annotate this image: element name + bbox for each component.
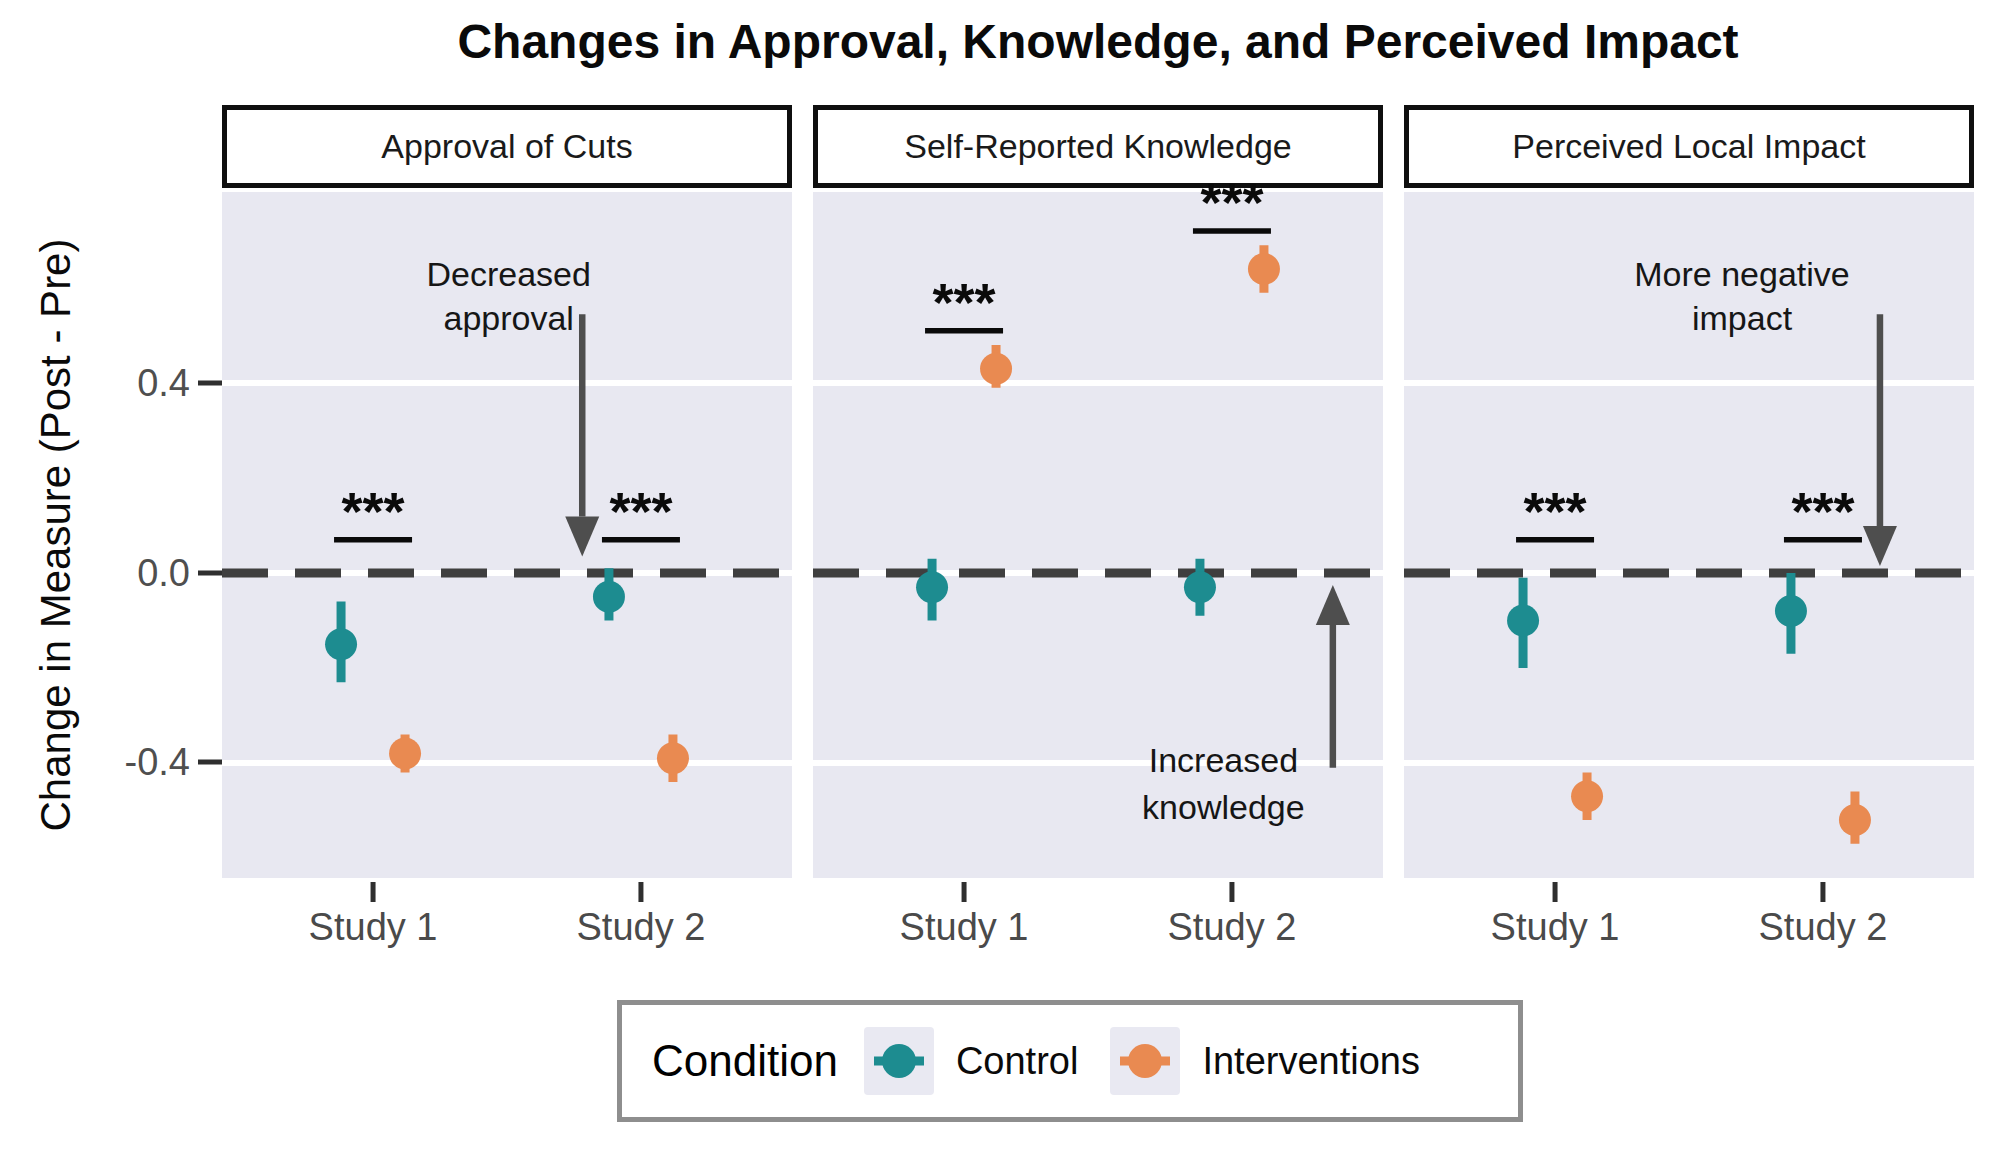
x-tick-label-study-1: Study 1: [900, 906, 1029, 948]
y-tick-label-0.4: 0.4: [78, 362, 190, 405]
significance-stars: ***: [1791, 481, 1854, 541]
point-control-study-2: [593, 581, 625, 613]
panel-header-self-reported-knowledge: Self-Reported Knowledge: [813, 105, 1383, 188]
control-pointrange-key-icon: [864, 1027, 934, 1095]
annotation-text: approval: [443, 299, 573, 337]
y-tick-label-0.0: 0.0: [78, 552, 190, 595]
x-tick-label-study-2: Study 2: [577, 906, 706, 948]
significance-stars: ***: [609, 481, 672, 541]
panel-header-perceived-local-impact: Perceived Local Impact: [1404, 105, 1974, 188]
point-control-study-1: [916, 571, 948, 603]
significance-stars: ***: [1200, 172, 1263, 232]
point-control-study-2: [1775, 595, 1807, 627]
x-tick-label-study-1: Study 1: [309, 906, 438, 948]
significance-stars: ***: [1524, 481, 1587, 541]
point-interventions-study-1: [1571, 780, 1603, 812]
figure: Changes in Approval, Knowledge, and Perc…: [0, 0, 2000, 1160]
point-interventions-study-2: [1248, 253, 1280, 285]
point-interventions-study-2: [1839, 804, 1871, 836]
panel-plot-svg: Decreasedapproval******Study 1Study 2: [222, 192, 792, 878]
panel-plot-svg: Increasedknowledge******Study 1Study 2: [813, 192, 1383, 878]
significance-stars: ***: [933, 272, 996, 332]
legend-entry-control: Control: [864, 1027, 1079, 1095]
legend-title: Condition: [652, 1036, 838, 1086]
interventions-pointrange-key-icon: [1110, 1027, 1180, 1095]
legend-label-interventions: Interventions: [1202, 1040, 1420, 1083]
annotation-arrow-head: [1863, 526, 1897, 566]
point-interventions-study-1: [980, 353, 1012, 385]
panel-header-approval-of-cuts: Approval of Cuts: [222, 105, 792, 188]
panel-title: Perceived Local Impact: [1512, 127, 1865, 166]
panel-title: Approval of Cuts: [381, 127, 632, 166]
annotation-arrow-head: [1316, 585, 1350, 625]
legend-label-control: Control: [956, 1040, 1079, 1083]
significance-stars: ***: [342, 481, 405, 541]
panel-approval-of-cuts: Decreasedapproval******Study 1Study 2: [222, 192, 792, 878]
point-interventions-study-2: [657, 742, 689, 774]
control-key-dot: [882, 1044, 916, 1078]
y-tick-label--0.4: -0.4: [78, 741, 190, 784]
annotation-text: knowledge: [1142, 788, 1305, 826]
interventions-key-dot: [1128, 1044, 1162, 1078]
point-control-study-1: [325, 628, 357, 660]
panel-perceived-local-impact: More negativeimpact******Study 1Study 2: [1404, 192, 1974, 878]
y-tick-mark: [198, 571, 222, 576]
x-tick-label-study-2: Study 2: [1759, 906, 1888, 948]
annotation-text: More negative: [1634, 255, 1849, 293]
annotation-text: Increased: [1149, 741, 1298, 779]
point-interventions-study-1: [389, 738, 421, 770]
annotation-text: Decreased: [426, 255, 590, 293]
annotation-arrow-head: [565, 516, 599, 556]
chart-title: Changes in Approval, Knowledge, and Perc…: [222, 14, 1974, 69]
point-control-study-1: [1507, 605, 1539, 637]
panel-plot-svg: More negativeimpact******Study 1Study 2: [1404, 192, 1974, 878]
panel-title: Self-Reported Knowledge: [904, 127, 1291, 166]
panel-self-reported-knowledge: Increasedknowledge******Study 1Study 2: [813, 192, 1383, 878]
legend: Condition Control Interventions: [617, 1000, 1523, 1122]
x-tick-label-study-1: Study 1: [1491, 906, 1620, 948]
y-tick-mark: [198, 381, 222, 386]
y-axis-label: Change in Measure (Post - Pre): [32, 239, 80, 832]
point-control-study-2: [1184, 571, 1216, 603]
y-tick-mark: [198, 760, 222, 765]
legend-entry-interventions: Interventions: [1110, 1027, 1420, 1095]
annotation-text: impact: [1692, 299, 1793, 337]
x-tick-label-study-2: Study 2: [1168, 906, 1297, 948]
